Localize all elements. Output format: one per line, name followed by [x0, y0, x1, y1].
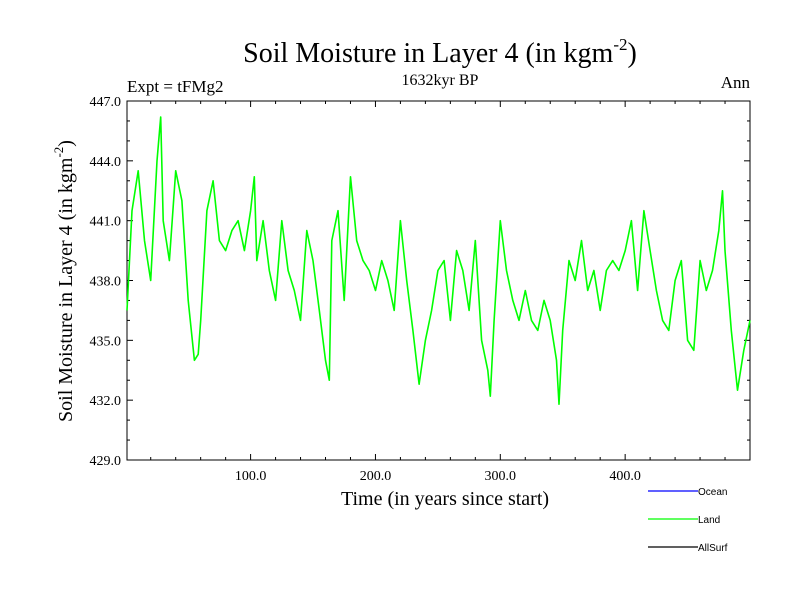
series-group [126, 116, 751, 406]
experiment-label: Expt = tFMg2 [127, 77, 224, 96]
y-tick-label: 447.0 [90, 95, 122, 110]
x-tick-label: 400.0 [609, 469, 641, 484]
x-tick-label: 100.0 [235, 469, 267, 484]
y-tick-label: 438.0 [90, 275, 122, 290]
series-line-land [126, 116, 751, 406]
x-axis: 100.0 200.0 300.0 400.0 [150, 101, 726, 484]
x-tick-label: 300.0 [485, 469, 517, 484]
season-label: Ann [721, 73, 751, 92]
x-tick-label: 200.0 [360, 469, 392, 484]
y-tick-label: 429.0 [90, 454, 122, 469]
legend-label-ocean: Ocean [698, 487, 727, 498]
y-tick-label: 441.0 [90, 215, 122, 230]
legend-label-allsurf: AllSurf [698, 543, 728, 554]
y-axis-label: Soil Moisture in Layer 4 (in kgm-2) [51, 140, 77, 422]
legend-label-land: Land [698, 515, 720, 526]
legend: Ocean Land AllSurf [648, 487, 728, 554]
y-axis: 429.0 432.0 435.0 438.0 441.0 444.0 447.0 [90, 95, 750, 469]
x-axis-label: Time (in years since start) [341, 488, 549, 510]
y-tick-label: 435.0 [90, 334, 122, 349]
chart-title: Soil Moisture in Layer 4 (in kgm-2) [243, 35, 637, 69]
y-tick-label: 444.0 [90, 155, 122, 170]
chart-subtitle: 1632kyr BP [402, 72, 479, 89]
plot-frame [126, 100, 751, 461]
y-tick-label: 432.0 [90, 394, 122, 409]
